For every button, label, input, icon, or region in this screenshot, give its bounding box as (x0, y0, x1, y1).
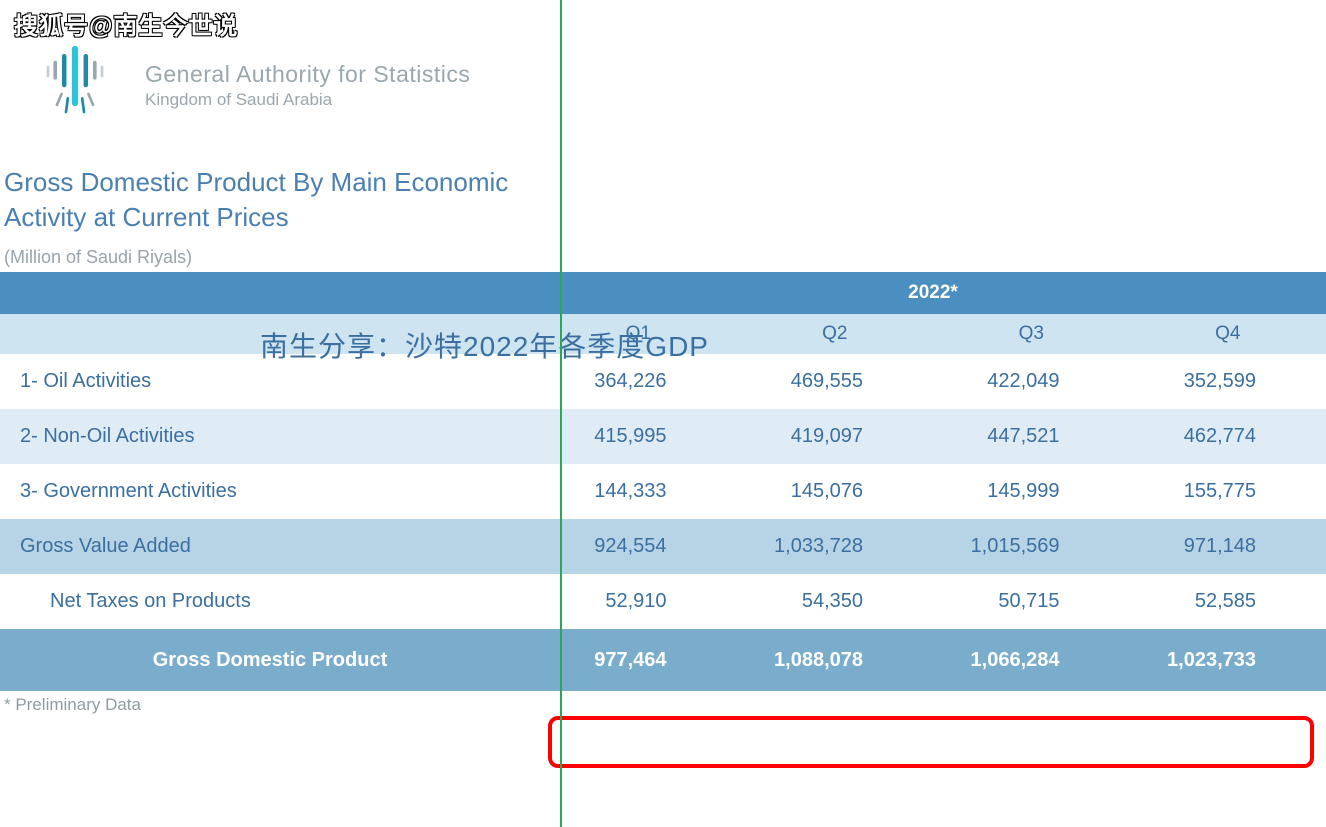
table-row: 2- Non-Oil Activities415,995419,097447,5… (0, 409, 1326, 464)
cell-value: 415,995 (540, 409, 737, 464)
cell-value: 52,910 (540, 574, 737, 629)
table-row: 3- Government Activities144,333145,07614… (0, 464, 1326, 519)
total-value: 1,023,733 (1130, 629, 1326, 691)
cell-value: 352,599 (1130, 354, 1326, 409)
row-label: Net Taxes on Products (0, 574, 540, 629)
org-subname: Kingdom of Saudi Arabia (145, 90, 470, 110)
cell-value: 145,076 (737, 464, 934, 519)
total-row: Gross Domestic Product977,4641,088,0781,… (0, 629, 1326, 691)
cell-value: 419,097 (737, 409, 934, 464)
page-title: Gross Domestic Product By Main Economic … (0, 140, 1326, 239)
row-label: 2- Non-Oil Activities (0, 409, 540, 464)
org-text: General Authority for Statistics Kingdom… (145, 61, 470, 110)
total-label: Gross Domestic Product (0, 629, 540, 691)
title-line2: Activity at Current Prices (4, 200, 1326, 235)
total-value: 977,464 (540, 629, 737, 691)
row-label: Gross Value Added (0, 519, 540, 574)
total-value: 1,088,078 (737, 629, 934, 691)
cell-value: 1,015,569 (933, 519, 1130, 574)
cell-value: 144,333 (540, 464, 737, 519)
highlight-box (548, 716, 1314, 768)
cell-value: 462,774 (1130, 409, 1326, 464)
cell-value: 469,555 (737, 354, 934, 409)
footnote: * Preliminary Data (0, 691, 1326, 715)
gastat-logo-icon (30, 40, 120, 130)
cell-value: 155,775 (1130, 464, 1326, 519)
cell-value: 52,585 (1130, 574, 1326, 629)
cell-value: 447,521 (933, 409, 1130, 464)
quarter-Q3: Q3 (933, 314, 1130, 354)
cell-value: 50,715 (933, 574, 1130, 629)
units-label: (Million of Saudi Riyals) (0, 239, 1326, 272)
cell-value: 422,049 (933, 354, 1130, 409)
table-row: Gross Value Added924,5541,033,7281,015,5… (0, 519, 1326, 574)
vertical-divider (560, 0, 562, 827)
quarter-Q2: Q2 (737, 314, 934, 354)
table-row: Net Taxes on Products52,91054,35050,7155… (0, 574, 1326, 629)
year-header-row: 2022* (0, 272, 1326, 314)
quarter-Q4: Q4 (1130, 314, 1326, 354)
cell-value: 1,033,728 (737, 519, 934, 574)
year-label: 2022* (540, 272, 1326, 314)
cell-value: 54,350 (737, 574, 934, 629)
cell-value: 924,554 (540, 519, 737, 574)
row-label: 3- Government Activities (0, 464, 540, 519)
year-blank (0, 272, 540, 314)
org-name: General Authority for Statistics (145, 61, 470, 88)
cell-value: 971,148 (1130, 519, 1326, 574)
cell-value: 145,999 (933, 464, 1130, 519)
watermark-text: 搜狐号@南生今世说 (14, 6, 238, 41)
overlay-chinese-title: 南生分享：沙特2022年各季度GDP (260, 325, 709, 365)
total-value: 1,066,284 (933, 629, 1130, 691)
title-line1: Gross Domestic Product By Main Economic (4, 165, 1326, 200)
